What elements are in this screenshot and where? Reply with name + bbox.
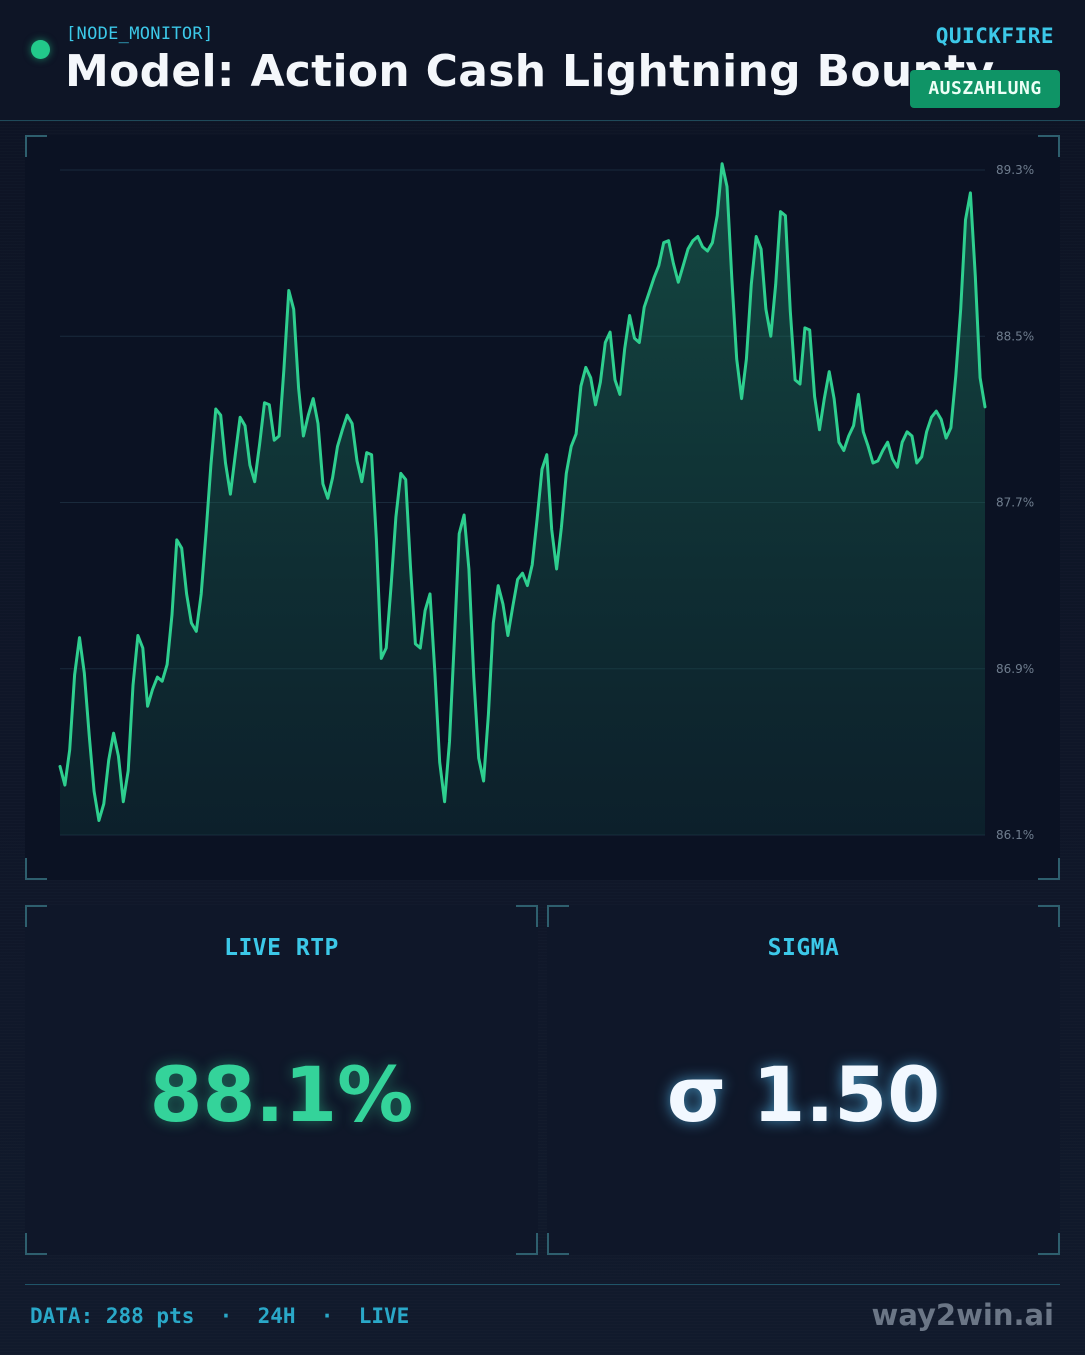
corner-bracket bbox=[25, 905, 47, 927]
live-status-dot bbox=[31, 40, 50, 59]
page-title: Model: Action Cash Lightning Bounty bbox=[65, 46, 995, 97]
footer-data-info: DATA: 288 pts · 24H · LIVE bbox=[30, 1304, 410, 1328]
rtp-area-fill bbox=[60, 163, 985, 836]
sigma-label: SIGMA bbox=[767, 935, 840, 961]
brand-logo-text: way2win.ai bbox=[871, 1298, 1054, 1332]
live-rtp-panel: LIVE RTP 88.1% bbox=[25, 905, 538, 1255]
corner-bracket bbox=[1038, 905, 1060, 927]
sigma-panel: SIGMA σ 1.50 bbox=[547, 905, 1060, 1255]
payout-badge: AUSZAHLUNG bbox=[910, 70, 1060, 108]
corner-bracket bbox=[516, 905, 538, 927]
y-tick-label: 89.3% bbox=[996, 163, 1034, 177]
rtp-line bbox=[58, 162, 987, 822]
y-tick-label: 86.9% bbox=[996, 662, 1034, 676]
corner-bracket bbox=[1038, 135, 1060, 157]
node-monitor-tag: [NODE_MONITOR] bbox=[66, 24, 214, 44]
y-tick-label: 86.1% bbox=[996, 828, 1034, 842]
header: [NODE_MONITOR] Model: Action Cash Lightn… bbox=[0, 0, 1085, 121]
sigma-value: σ 1.50 bbox=[666, 1050, 941, 1139]
live-rtp-value: 88.1% bbox=[149, 1050, 414, 1139]
corner-bracket bbox=[1038, 858, 1060, 880]
provider-label: QUICKFIRE bbox=[935, 24, 1054, 48]
corner-bracket bbox=[1038, 1233, 1060, 1255]
chart-panel: 89.3% 88.5% 87.7% 86.9% 86.1% bbox=[25, 135, 1060, 880]
corner-bracket bbox=[516, 1233, 538, 1255]
corner-bracket bbox=[25, 858, 47, 880]
corner-bracket bbox=[547, 905, 569, 927]
y-tick-label: 87.7% bbox=[996, 496, 1034, 510]
footer-divider bbox=[25, 1284, 1060, 1285]
corner-bracket bbox=[25, 1233, 47, 1255]
corner-bracket bbox=[547, 1233, 569, 1255]
rtp-chart: 89.3% 88.5% 87.7% 86.9% 86.1% bbox=[58, 162, 1034, 842]
corner-bracket bbox=[25, 135, 47, 157]
live-rtp-label: LIVE RTP bbox=[224, 935, 339, 961]
y-tick-label: 88.5% bbox=[996, 329, 1034, 343]
